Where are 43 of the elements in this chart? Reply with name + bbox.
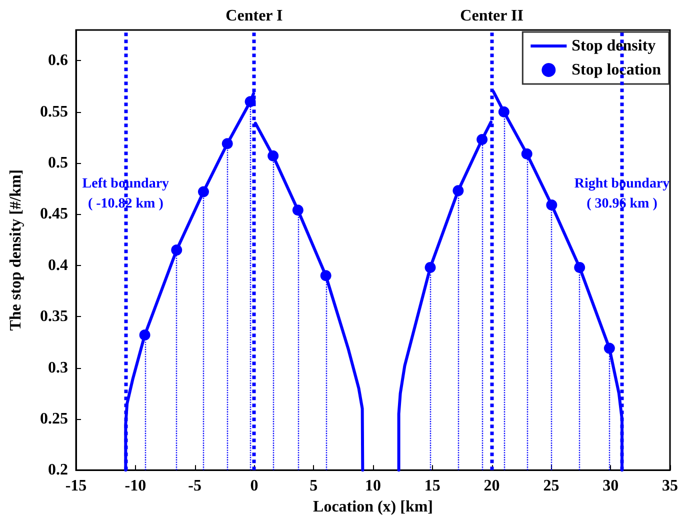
x-tick-label: 20 [484,478,500,495]
point [268,150,279,162]
y-axis-title: The stop density [#/km] [8,169,24,331]
point [521,148,532,160]
y-tick-label: 0.5 [48,154,68,172]
ref-line-label: Center II [460,8,524,24]
y-tick-label: 0.35 [40,308,68,326]
point [452,185,464,196]
legend-label: Stop location [572,62,662,78]
y-tick-label: 0.45 [40,206,68,223]
y-tick-label: 0.25 [40,410,68,428]
legend-label: Stop density [572,38,656,54]
y-tick-label: 0.4 [48,256,68,274]
x-axis-title: Location (x) [km] [313,498,433,516]
point [222,138,233,150]
x-tick-label: -15 [65,478,87,495]
annotation: Right boundary ( 30.96 km ) [574,176,670,212]
point [292,204,304,216]
y-tick-label: 0.3 [48,359,68,376]
x-tick-label: 0 [250,478,258,495]
x-tick-label: -5 [188,478,202,495]
point [498,106,510,118]
point [604,342,615,354]
point [171,244,182,256]
y-tick-label: 0.55 [40,103,68,120]
x-tick-label: 15 [424,478,440,495]
point [574,262,586,273]
point [424,262,436,273]
point [320,270,332,282]
y-tick-label: 0.2 [48,462,68,479]
x-tick-label: 5 [310,478,318,495]
annotation: Left boundary ( -10.82 km ) [82,176,170,212]
point [198,186,209,198]
point [476,134,488,146]
x-tick-label: 35 [662,478,678,495]
point [139,330,150,340]
y-tick-label: 0.6 [48,52,68,70]
point [546,200,558,211]
x-tick-label: 10 [365,478,381,495]
x-tick-label: -10 [124,478,146,495]
x-tick-label: 25 [543,478,560,495]
ref-line-label: Center I [226,8,283,24]
x-tick-label: 30 [602,478,619,495]
